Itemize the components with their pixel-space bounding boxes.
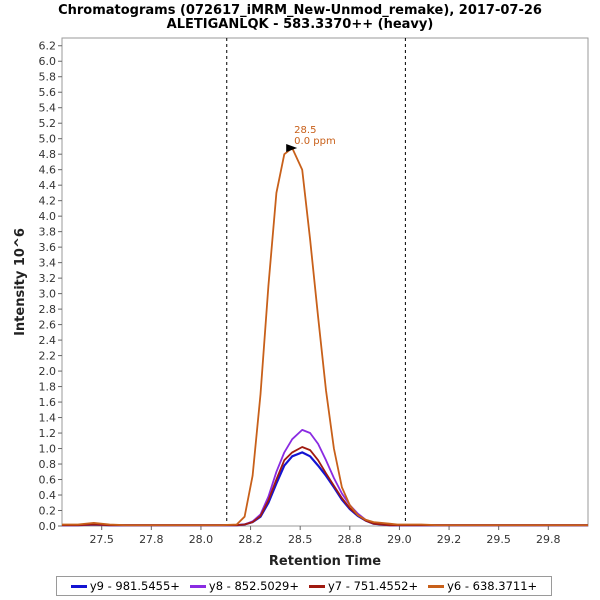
y-tick-label: 0.8 xyxy=(39,458,57,471)
legend-label: y9 - 981.5455+ xyxy=(89,579,180,593)
y-tick-label: 3.0 xyxy=(39,288,57,301)
y-tick-label: 2.4 xyxy=(39,334,57,347)
y-tick-label: 5.2 xyxy=(39,117,57,130)
legend-label: y8 - 852.5029+ xyxy=(208,579,299,593)
peak-annotation: 28.5 0.0 ppm xyxy=(286,125,336,152)
y-tick-label: 3.6 xyxy=(39,241,57,254)
y-tick-label: 0.2 xyxy=(39,505,57,518)
chart-title: Chromatograms (072617_iMRM_New-Unmod_rem… xyxy=(58,3,542,18)
y-tick-label: 4.0 xyxy=(39,210,57,223)
y-tick-label: 1.2 xyxy=(39,427,57,440)
y-tick-label: 2.8 xyxy=(39,303,57,316)
peak-marker-arrow xyxy=(286,143,298,152)
x-tick-label: 29.5 xyxy=(486,533,511,546)
series-lines xyxy=(62,147,588,527)
legend-label: y7 - 751.4552+ xyxy=(328,579,419,593)
y-tick-label: 3.4 xyxy=(39,257,57,270)
x-tick-label: 29.2 xyxy=(437,533,462,546)
y-tick-label: 0.6 xyxy=(39,474,57,487)
y-tick-label: 2.6 xyxy=(39,319,57,332)
legend: y9 - 981.5455+ y8 - 852.5029+ y7 - 751.455… xyxy=(56,576,552,596)
y-tick-label: 0.0 xyxy=(39,520,57,533)
y-tick-label: 4.6 xyxy=(39,164,57,177)
y-tick-label: 3.8 xyxy=(39,226,57,239)
x-tick-label: 28.0 xyxy=(189,533,214,546)
legend-item: y9 - 981.5455+ xyxy=(70,579,180,593)
y-tick-label: 2.2 xyxy=(39,350,57,363)
chart-subtitle: ALETIGANLQK - 583.3370++ (heavy) xyxy=(167,17,434,32)
y-tick-label: 2.0 xyxy=(39,365,57,378)
x-axis-label: Retention Time xyxy=(269,554,381,569)
x-tick-label: 28.2 xyxy=(238,533,263,546)
x-tick-label: 27.8 xyxy=(139,533,164,546)
y-tick-label: 6.2 xyxy=(39,40,57,53)
legend-swatch xyxy=(70,584,87,588)
x-tick-label: 29.0 xyxy=(387,533,412,546)
y-axis-label: Intensity 10^6 xyxy=(13,228,28,336)
y-tick-label: 5.8 xyxy=(39,71,57,84)
y-tick-label: 1.4 xyxy=(39,412,57,425)
peak-ppm-label: 0.0 ppm xyxy=(294,136,336,147)
y-tick-label: 4.2 xyxy=(39,195,57,208)
y-tick-label: 5.0 xyxy=(39,133,57,146)
y-tick-label: 1.6 xyxy=(39,396,57,409)
legend-swatch xyxy=(428,584,445,588)
y-tick-label: 5.6 xyxy=(39,86,57,99)
x-axis: 27.5 27.8 28.0 28.2 28.5 28.8 29.0 29.2 29.5 29.8 xyxy=(89,526,561,546)
legend-swatch xyxy=(309,584,325,588)
y-tick-label: 5.4 xyxy=(39,102,57,115)
series-line-y6 xyxy=(62,147,588,527)
y-tick-label: 4.8 xyxy=(39,148,57,161)
y-tick-label: 4.4 xyxy=(39,179,57,192)
y-tick-label: 0.4 xyxy=(39,489,57,502)
peak-rt-label: 28.5 xyxy=(294,125,316,136)
x-tick-label: 27.5 xyxy=(89,533,114,546)
y-tick-label: 3.2 xyxy=(39,272,57,285)
y-tick-label: 6.0 xyxy=(39,55,57,68)
legend-item: y7 - 751.4552+ xyxy=(309,579,418,593)
legend-item: y8 - 852.5029+ xyxy=(189,579,299,593)
x-tick-label: 29.8 xyxy=(536,533,561,546)
x-tick-label: 28.5 xyxy=(288,533,313,546)
legend-label: y6 - 638.3711+ xyxy=(447,579,538,593)
y-tick-label: 1.8 xyxy=(39,381,57,394)
legend-swatch xyxy=(189,584,206,588)
legend-item: y6 - 638.3711+ xyxy=(428,579,537,593)
y-tick-label: 1.0 xyxy=(39,443,57,456)
y-axis: 0.0 0.2 0.4 0.6 0.8 1.0 1.2 1.4 1.6 1.8 2.0 2.2 2.4 2… xyxy=(39,40,62,533)
plot-area xyxy=(61,37,589,527)
x-tick-label: 28.8 xyxy=(338,533,363,546)
